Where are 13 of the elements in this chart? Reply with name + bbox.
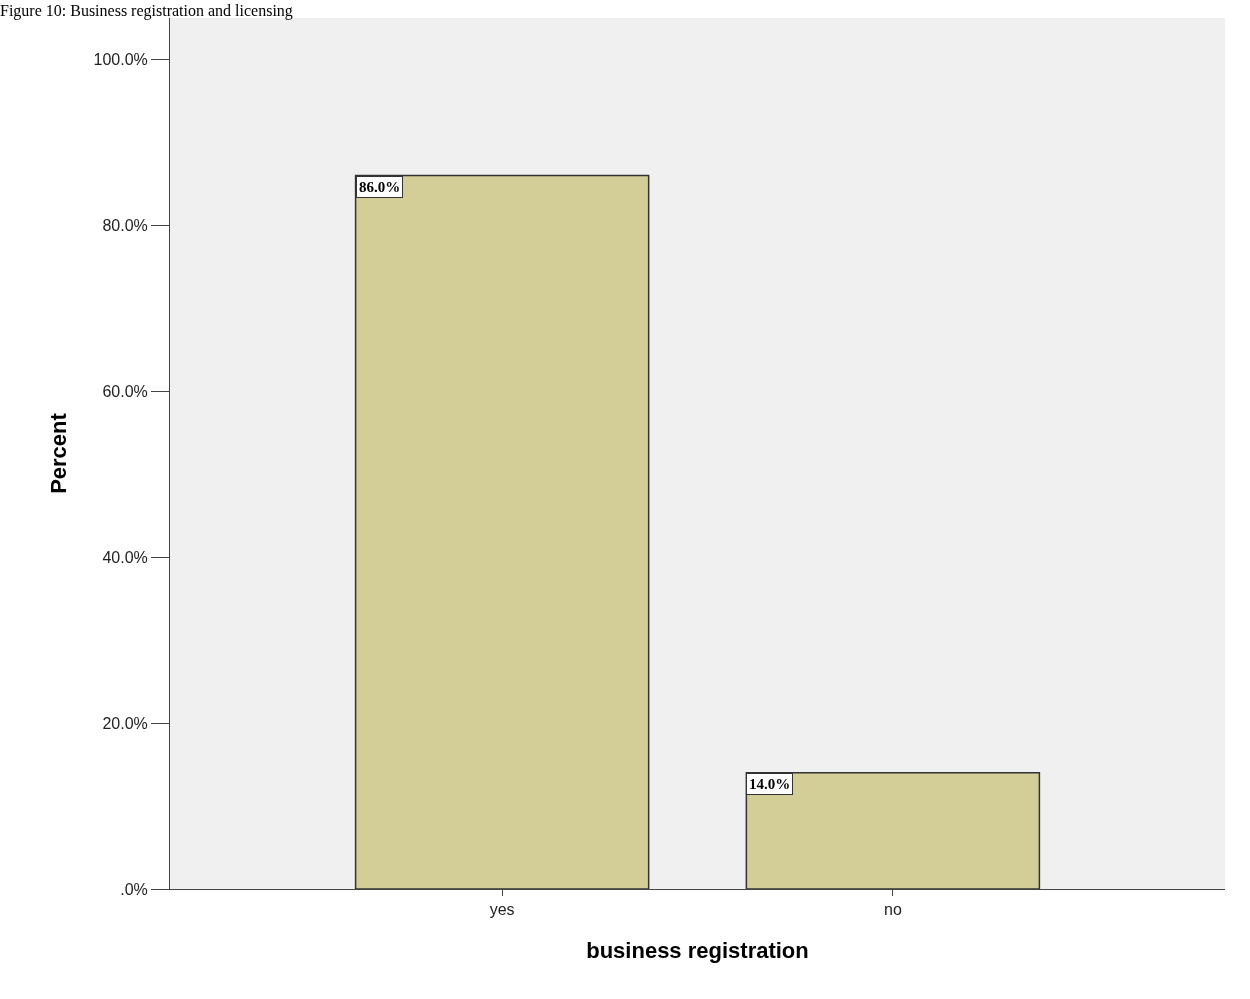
y-tick-label: 80.0%	[102, 216, 148, 234]
y-tick-label: 100.0%	[93, 51, 148, 69]
x-tick-label: yes	[489, 901, 515, 919]
y-tick-label: .0%	[120, 880, 148, 898]
y-axis-title: Percent	[46, 412, 72, 494]
y-tick-label: 60.0%	[102, 382, 148, 400]
chart-title: Figure 10: Business registration and licensing	[0, 2, 293, 21]
x-tick-label: no	[883, 901, 902, 919]
y-tick-label: 40.0%	[102, 548, 148, 566]
y-tick-label: 20.0%	[102, 714, 148, 732]
data-label: 14.0%	[749, 776, 791, 792]
x-axis-title: business registration	[586, 938, 809, 964]
data-label: 86.0%	[359, 179, 401, 195]
